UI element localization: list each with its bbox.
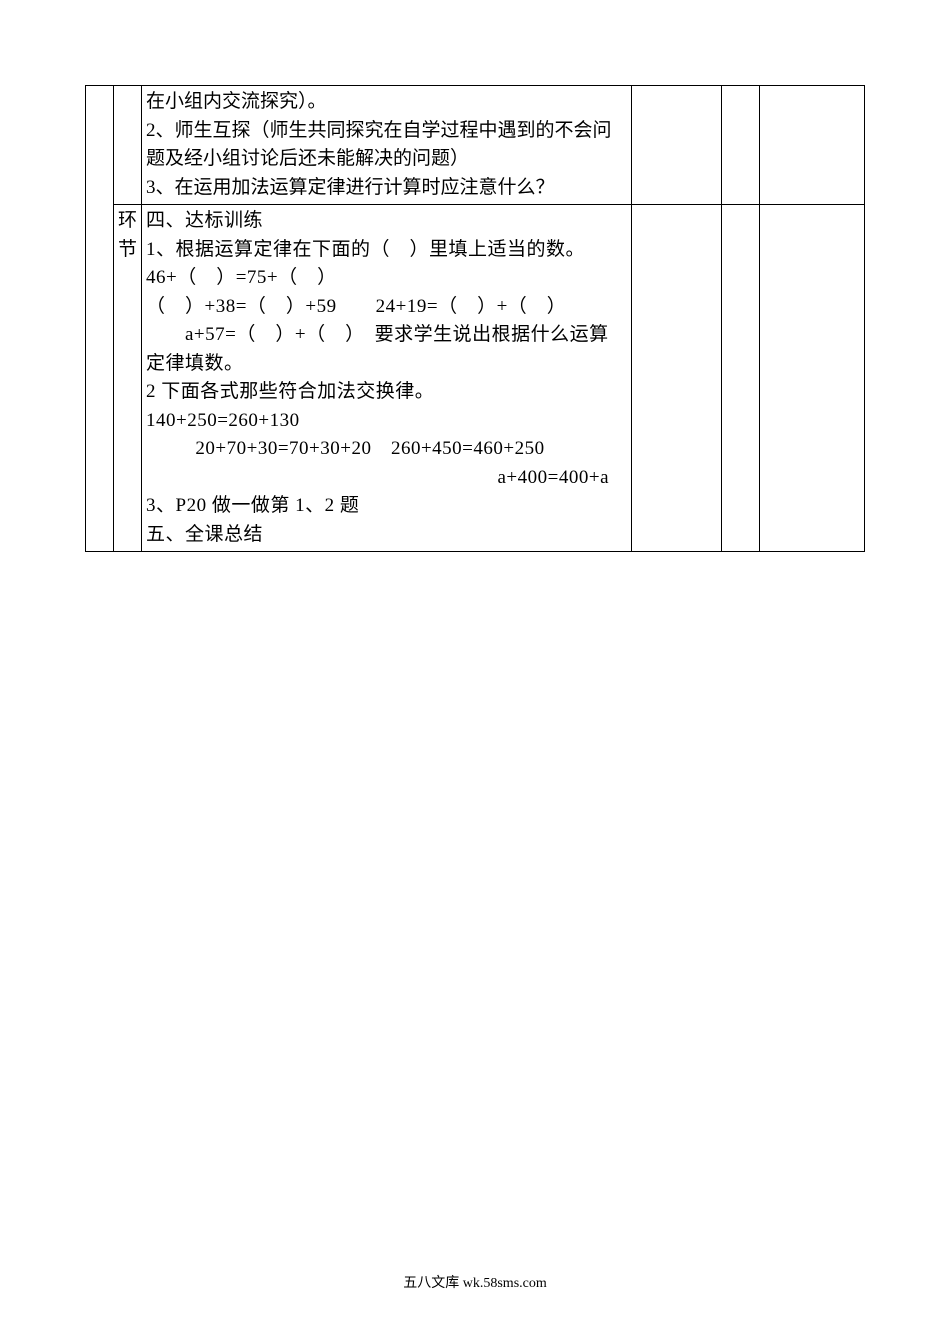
cell-blank-b1 bbox=[114, 86, 142, 205]
footer-text: 五八文库 wk.58sms.com bbox=[403, 1276, 547, 1291]
text-line: 五、全课总结 bbox=[146, 521, 627, 550]
cell-blank-e2 bbox=[722, 205, 760, 552]
cell-blank-f1 bbox=[760, 86, 865, 205]
text-line: 在小组内交流探究）。 bbox=[146, 88, 627, 117]
table-row: 环节 四、达标训练 1、根据运算定律在下面的（ ）里填上适当的数。 46+（ ）… bbox=[86, 205, 865, 552]
page-footer: 五八文库 wk.58sms.com bbox=[0, 1272, 950, 1292]
side-label-text: 环节 bbox=[118, 210, 137, 260]
cell-blank-e1 bbox=[722, 86, 760, 205]
cell-content-1: 在小组内交流探究）。 2、师生互探（师生共同探究在自学过程中遇到的不会问题及经小… bbox=[142, 86, 632, 205]
cell-blank-d2 bbox=[632, 205, 722, 552]
text-line: （ ）+38=（ ）+59 24+19=（ ）+（ ） bbox=[146, 293, 627, 322]
text-line: 四、达标训练 bbox=[146, 207, 627, 236]
cell-blank-left bbox=[86, 86, 114, 552]
text-line: 20+70+30=70+30+20 260+450=460+250 bbox=[146, 435, 627, 464]
text-line: a+400=400+a bbox=[146, 464, 627, 493]
text-line: 1、根据运算定律在下面的（ ）里填上适当的数。 bbox=[146, 236, 627, 265]
text-line: 2 下面各式那些符合加法交换律。 bbox=[146, 378, 627, 407]
lesson-table: 在小组内交流探究）。 2、师生互探（师生共同探究在自学过程中遇到的不会问题及经小… bbox=[85, 85, 865, 552]
cell-side-label: 环节 bbox=[114, 205, 142, 552]
cell-content-2: 四、达标训练 1、根据运算定律在下面的（ ）里填上适当的数。 46+（ ）=75… bbox=[142, 205, 632, 552]
cell-blank-f2 bbox=[760, 205, 865, 552]
text-line: 3、在运用加法运算定律进行计算时应注意什么？ bbox=[146, 174, 627, 203]
text-line: 3、P20 做一做第 1、2 题 bbox=[146, 492, 627, 521]
text-line: a+57=（ ）+（ ） 要求学生说出根据什么运算定律填数。 bbox=[146, 321, 627, 378]
text-line: 140+250=260+130 bbox=[146, 407, 627, 436]
text-line: 46+（ ）=75+（ ） bbox=[146, 264, 627, 293]
text-line: 2、师生互探（师生共同探究在自学过程中遇到的不会问题及经小组讨论后还未能解决的问… bbox=[146, 117, 627, 174]
table-row: 在小组内交流探究）。 2、师生互探（师生共同探究在自学过程中遇到的不会问题及经小… bbox=[86, 86, 865, 205]
cell-blank-d1 bbox=[632, 86, 722, 205]
